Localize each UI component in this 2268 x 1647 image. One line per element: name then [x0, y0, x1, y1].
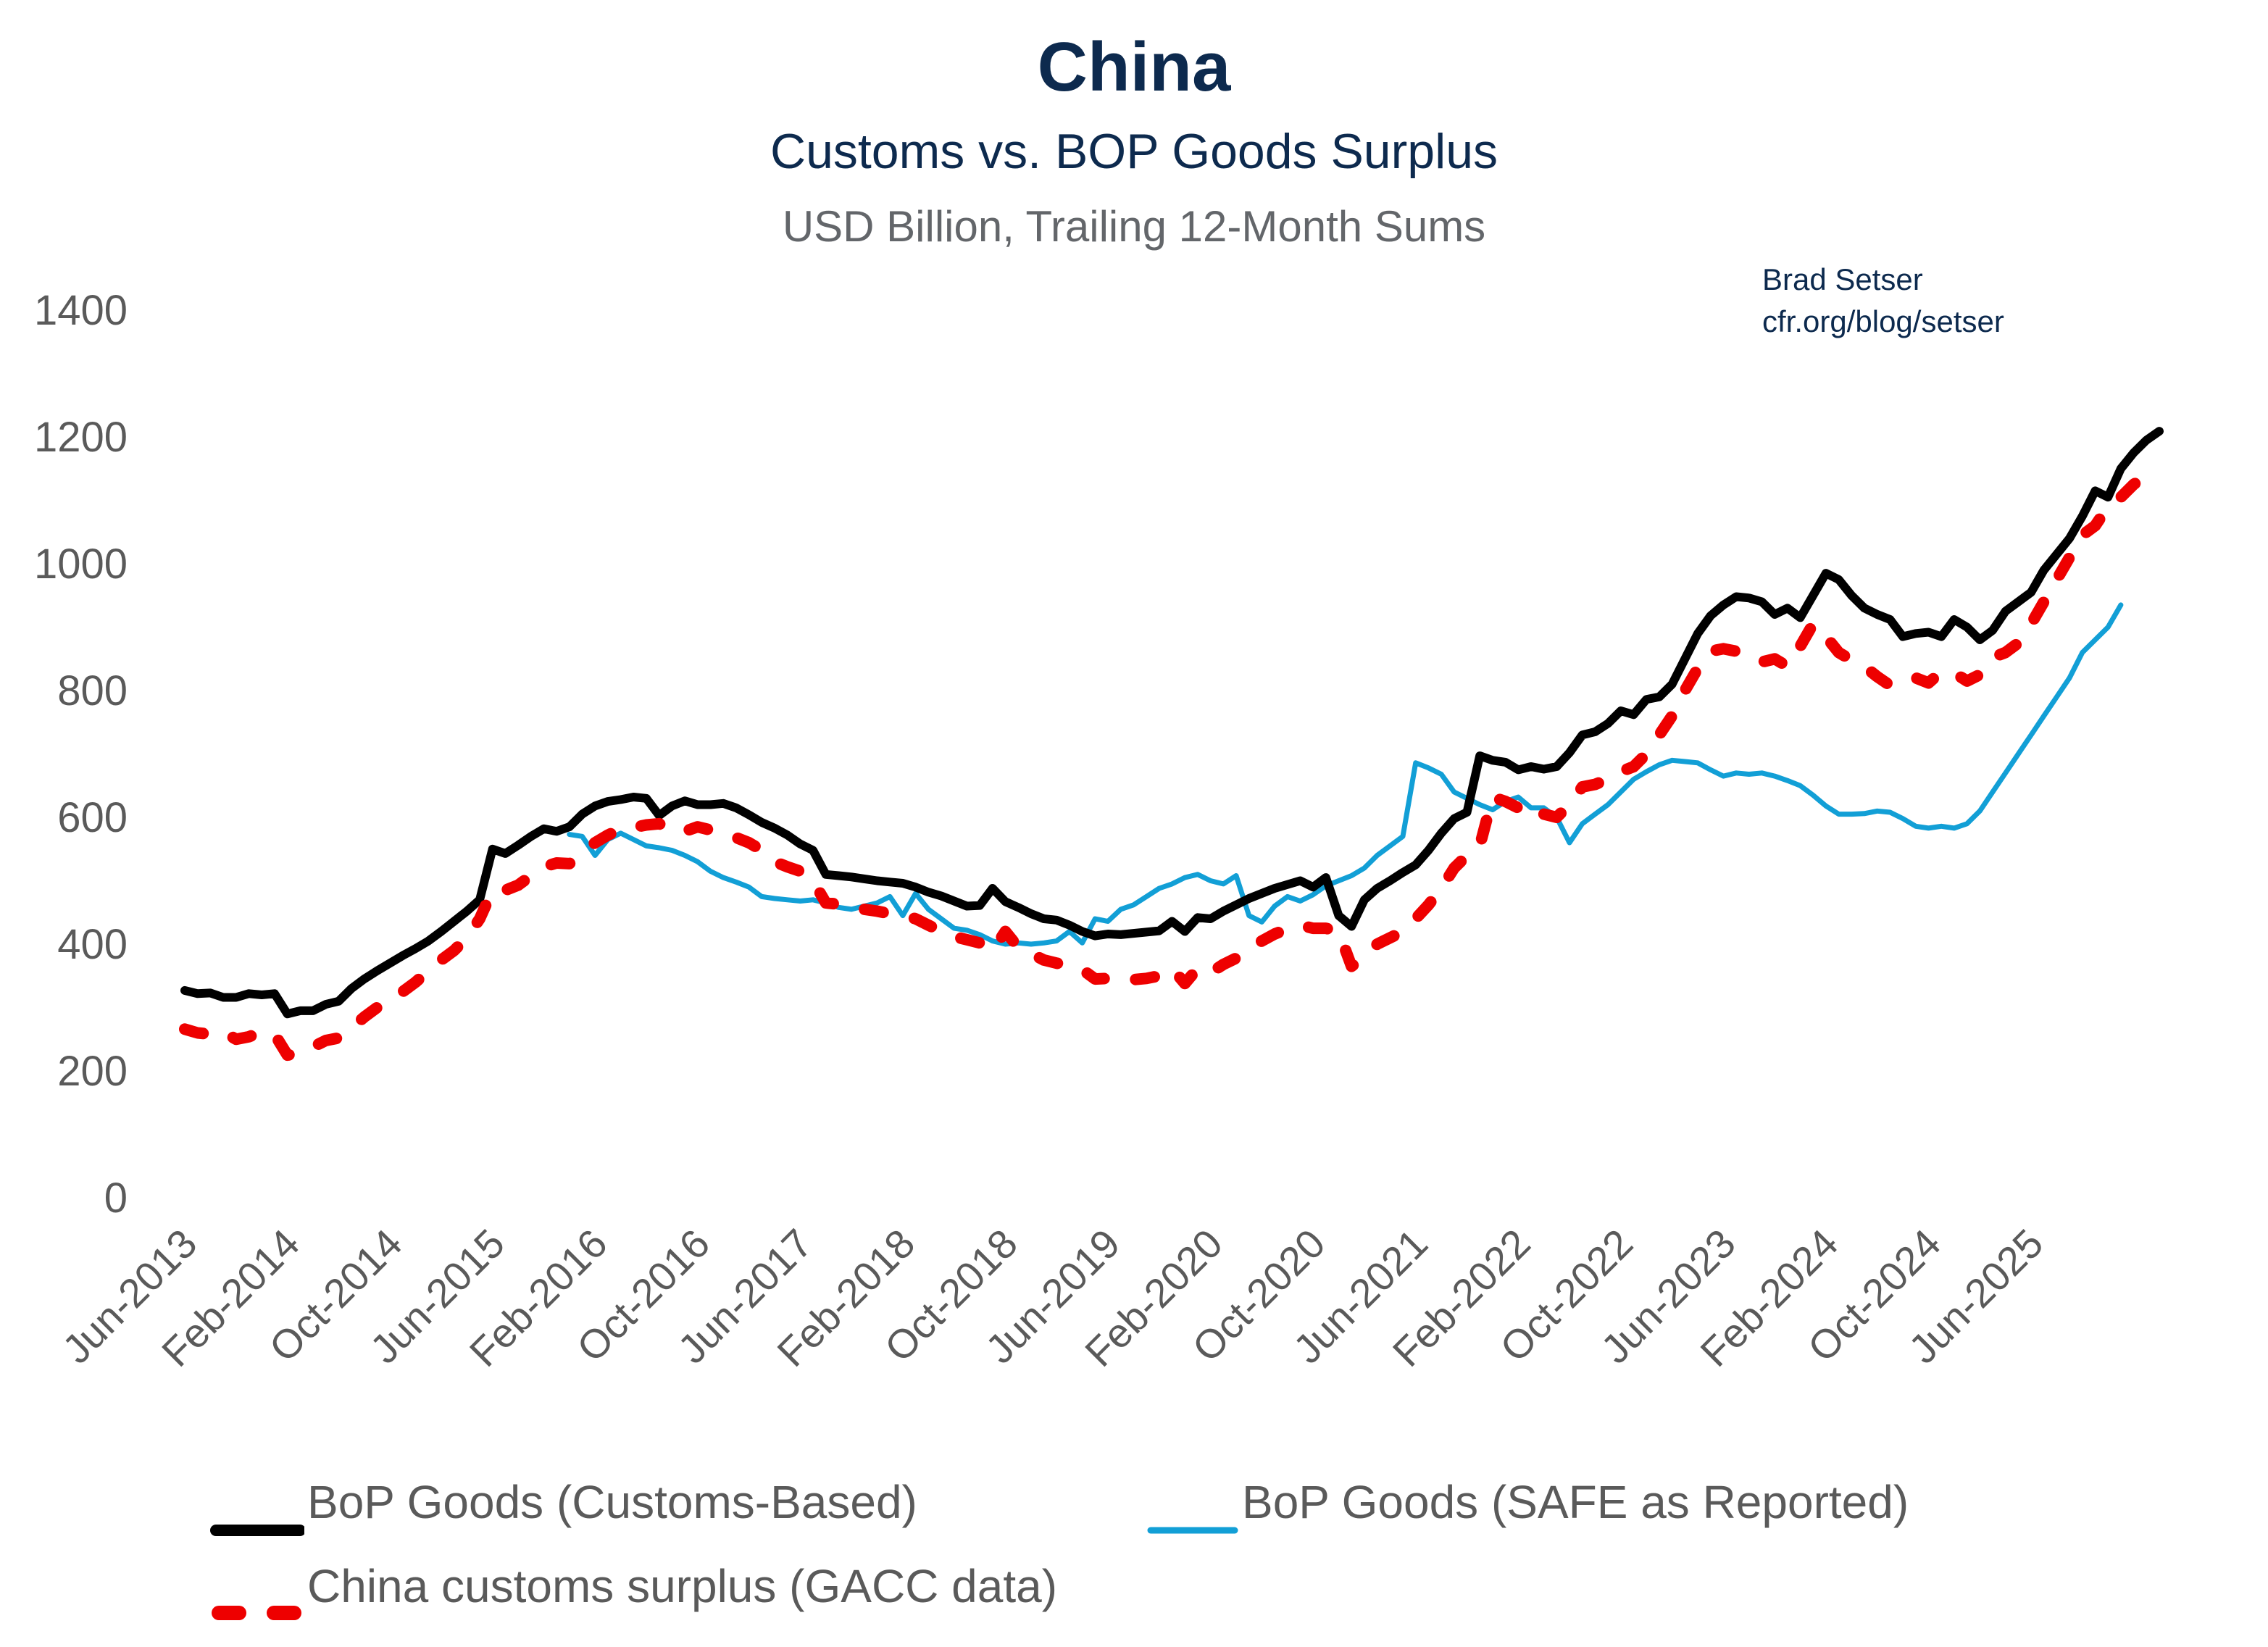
legend-item-customs-based: BoP Goods (Customs-Based) — [210, 1475, 917, 1536]
y-tick-label: 0 — [104, 1175, 128, 1222]
y-tick-label: 1400 — [34, 287, 128, 334]
y-tick-label: 200 — [57, 1048, 128, 1095]
legend-swatch-dashed-red — [210, 1579, 307, 1620]
series-line-gacc — [179, 469, 2153, 1062]
legend-item-safe-reported: BoP Goods (SAFE as Reported) — [1145, 1475, 1909, 1534]
y-tick-label: 400 — [57, 921, 128, 968]
legend-swatch-solid-black — [210, 1495, 306, 1536]
chart-units: USD Billion, Trailing 12-Month Sums — [782, 202, 1486, 251]
chart-subtitle: Customs vs. BOP Goods Surplus — [770, 124, 1498, 179]
legend-item-gacc: China customs surplus (GACC data) — [210, 1559, 1058, 1620]
series-line-safe-reported — [567, 602, 2124, 947]
y-tick-label: 1000 — [34, 541, 128, 588]
legend-label: BoP Goods (Customs-Based) — [307, 1476, 917, 1528]
y-tick-label: 1200 — [34, 414, 128, 461]
legend-swatch-solid-blue — [1145, 1495, 1239, 1534]
y-tick-label: 800 — [57, 667, 128, 714]
chart-title: China — [1037, 28, 1231, 106]
x-axis: Jun-2013Feb-2014Oct-2014Jun-2015Feb-2016… — [54, 1220, 2052, 1375]
legend-label: BoP Goods (SAFE as Reported) — [1242, 1476, 1909, 1528]
plot-area — [179, 427, 2164, 1062]
credit-author: Brad Setser — [1762, 262, 1923, 296]
legend-label: China customs surplus (GACC data) — [307, 1560, 1058, 1612]
credit-url: cfr.org/blog/setser — [1762, 304, 2004, 338]
y-tick-label: 600 — [57, 794, 128, 841]
y-axis: 0 200 400 600 800 1000 1200 1400 — [34, 287, 128, 1222]
series-line-customs-based — [180, 427, 2164, 1019]
